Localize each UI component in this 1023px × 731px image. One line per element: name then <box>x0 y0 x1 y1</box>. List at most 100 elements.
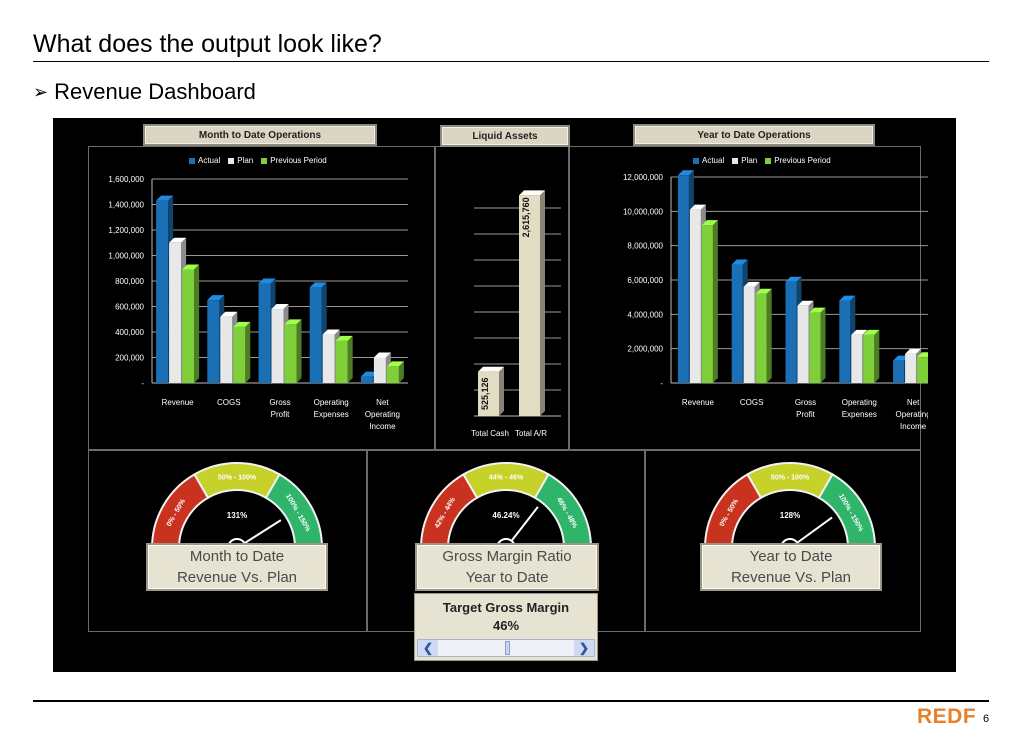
x-tick-label: Profit <box>271 410 290 419</box>
bar-top <box>335 335 353 341</box>
bar-front <box>207 300 220 383</box>
bar-previous-period <box>233 321 251 383</box>
bar-top <box>701 220 718 226</box>
legend-item-previous: Previous Period <box>765 156 831 165</box>
scroll-thumb[interactable] <box>504 641 510 655</box>
scroll-left-icon[interactable]: ❮ <box>418 640 438 656</box>
bar-front <box>743 286 755 383</box>
bar-top <box>207 295 225 301</box>
gauge-frame-ytd <box>644 450 921 632</box>
bar-top <box>284 319 302 325</box>
title-divider <box>33 61 989 62</box>
y-tick-label: 6,000,000 <box>627 276 663 285</box>
y-tick-label: 1,000,000 <box>108 252 144 261</box>
gauge-label-margin: Gross Margin Ratio Year to Date <box>415 543 599 591</box>
bar-side <box>194 264 200 383</box>
bullet-item: ➢ Revenue Dashboard <box>33 79 256 105</box>
bar-top <box>797 300 814 306</box>
page-number: 6 <box>983 713 990 725</box>
x-tick-label: Net <box>907 398 920 407</box>
bullet-text: Revenue Dashboard <box>54 79 256 104</box>
bar-front <box>156 200 169 383</box>
bar-side <box>347 335 353 383</box>
bar-front <box>478 371 499 416</box>
bar-side <box>499 366 504 416</box>
gauge-value: 131% <box>227 511 247 520</box>
bar-total-cash <box>478 366 504 416</box>
bar-top <box>755 288 772 294</box>
legend-label: Actual <box>198 156 221 165</box>
bar-previous-period <box>755 288 772 383</box>
bar-front <box>258 283 271 383</box>
bar-front <box>335 340 348 383</box>
y-tick-label: 200,000 <box>115 354 144 363</box>
y-tick-label: 12,000,000 <box>623 173 664 182</box>
x-tick-label: Total A/R <box>515 429 547 438</box>
bar-top <box>309 282 327 288</box>
bar-top <box>373 352 391 358</box>
bar-total-a-r <box>519 190 545 416</box>
liquid-header: Liquid Assets <box>440 125 570 147</box>
bar-front <box>905 353 917 383</box>
bar-front <box>917 357 928 383</box>
gauge-frame-mtd <box>88 450 368 632</box>
x-tick-label: Operating <box>365 410 400 419</box>
bar-top <box>863 329 880 335</box>
gauge-label-ytd: Year to Date Revenue Vs. Plan <box>700 543 882 591</box>
gauge-face <box>732 490 848 548</box>
x-tick-label: Income <box>900 422 927 431</box>
bar-top <box>809 307 826 313</box>
x-tick-label: Revenue <box>162 398 195 407</box>
bar-front <box>797 305 809 383</box>
bar-top <box>478 366 504 372</box>
mtd-header: Month to Date Operations <box>143 124 377 146</box>
bar-side <box>820 307 826 383</box>
bar-front <box>220 316 233 383</box>
bar-top <box>893 355 910 361</box>
bar-previous-period <box>386 361 404 383</box>
bar-front <box>233 326 246 383</box>
bar-front <box>701 225 713 383</box>
bar-front <box>893 360 905 383</box>
x-tick-label: Expenses <box>842 410 877 419</box>
bar-previous-period <box>917 352 928 383</box>
bar-top <box>386 361 404 367</box>
legend-label: Plan <box>237 156 254 165</box>
x-tick-label: Revenue <box>682 398 715 407</box>
target-gross-margin-control: Target Gross Margin 46% ❮ ❯ <box>414 593 598 661</box>
bar-front <box>373 357 386 383</box>
gauge-label-line: Revenue Vs. Plan <box>176 569 298 586</box>
bar-top <box>731 259 748 265</box>
bar-top <box>233 321 251 327</box>
x-tick-label: Expenses <box>314 410 349 419</box>
bar-top <box>156 195 174 201</box>
target-label: Target Gross Margin <box>442 600 570 615</box>
gauge-zone-label: 50% - 100% <box>771 475 810 482</box>
ytd-header: Year to Date Operations <box>633 124 875 146</box>
bar-front <box>731 264 743 383</box>
legend-item-plan: Plan <box>228 156 253 165</box>
data-label: 525,126 <box>480 377 490 410</box>
scroll-right-icon[interactable]: ❯ <box>574 640 594 656</box>
gauge-label-line: Revenue Vs. Plan <box>730 569 852 586</box>
ytd-chart-frame <box>568 146 921 450</box>
bar-front <box>360 376 373 383</box>
legend-label: Actual <box>702 156 725 165</box>
bar-top <box>322 329 340 335</box>
y-tick-label: 8,000,000 <box>627 242 663 251</box>
bar-top <box>519 190 545 196</box>
ytd-bar-chart: - 2,000,000 4,000,000 6,000,000 8,000,000 10,… <box>623 170 928 431</box>
legend-label: Plan <box>741 156 758 165</box>
y-tick-label: 600,000 <box>115 303 144 312</box>
data-label: 2,615,760 <box>521 197 531 237</box>
bar-top <box>743 281 760 287</box>
gauge-value: 128% <box>780 511 800 520</box>
legend-label: Previous Period <box>270 156 327 165</box>
bar-side <box>398 361 404 383</box>
gauge-zone-label: 44% - 46% <box>489 475 524 482</box>
bar-front <box>689 209 701 383</box>
bar-front <box>284 324 297 383</box>
x-tick-label: Gross <box>795 398 816 407</box>
mtd-legend: Actual Plan Previous Period <box>189 156 327 165</box>
target-scrollbar[interactable]: ❮ ❯ <box>417 639 595 657</box>
